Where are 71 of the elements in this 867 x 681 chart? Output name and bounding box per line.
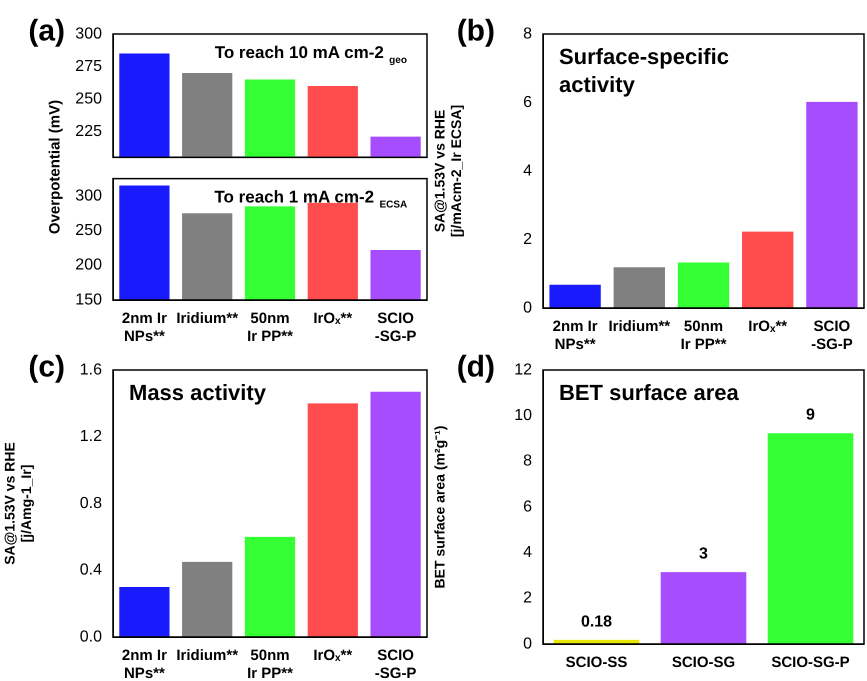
text: (c) — [28, 350, 65, 384]
text: (d) — [456, 350, 495, 384]
x-tick-label: IrOₓ** — [313, 310, 352, 328]
text: (b) — [456, 14, 495, 48]
x-tick-label: SCIO-SG-P — [771, 654, 850, 672]
text: To reach 10 mA cm-2 geo — [214, 43, 407, 66]
y-tick-label: 150 — [75, 291, 102, 308]
data-label: 0.18 — [580, 613, 612, 630]
x-tick-label: SCIO-SS — [566, 654, 628, 672]
y-tick-label: 12 — [514, 361, 532, 378]
y-axis-title: SA@1.53V vs RHE [j/mAcm-2_Ir ECSA] — [431, 104, 464, 238]
y-tick-label: 0.8 — [80, 494, 102, 512]
bar — [182, 562, 232, 637]
y-tick-label: 250 — [75, 222, 102, 240]
x-tick-label: Iridium** — [176, 647, 238, 664]
x-tick-label: IrOₓ** — [748, 318, 788, 336]
bar — [806, 102, 858, 308]
y-tick-label: 1.2 — [80, 428, 102, 446]
x-tick-label: IrOₓ** — [313, 647, 352, 664]
bar — [614, 267, 665, 308]
x-tick-label: SCIO -SG-P — [374, 310, 416, 346]
bar — [549, 284, 601, 308]
x-tick-label: 50nm Ir PP** — [680, 318, 727, 354]
y-tick-label: 275 — [75, 58, 102, 75]
y-tick-label: 8 — [523, 452, 532, 470]
y-tick-label: 8 — [523, 25, 532, 42]
bar — [370, 392, 421, 637]
y-tick-label: 1.6 — [80, 361, 102, 378]
x-tick-label: SCIO -SG-P — [374, 647, 416, 681]
text: Surface-specific activity — [559, 44, 729, 97]
bar — [768, 433, 854, 644]
bar — [119, 586, 170, 637]
y-axis-title: BET surface area (m²g⁻¹) — [431, 426, 448, 588]
y-tick-label: 300 — [75, 187, 102, 204]
x-tick-label: Iridium** — [176, 310, 238, 328]
x-tick-label: 2nm Ir NPs** — [552, 318, 598, 354]
y-tick-label: 2 — [523, 230, 532, 248]
y-tick-label: 4 — [523, 162, 532, 180]
x-tick-label: 2nm Ir NPs** — [122, 310, 168, 346]
y-tick-label: 4 — [523, 544, 532, 562]
text: (a) — [28, 14, 65, 48]
y-tick-label: 225 — [75, 122, 102, 140]
x-tick-label: 2nm Ir NPs** — [122, 647, 168, 681]
x-tick-label: SCIO -SG-P — [811, 318, 853, 354]
y-tick-label: 300 — [75, 25, 102, 42]
data-label: 3 — [699, 545, 708, 562]
y-tick-label: 200 — [75, 256, 102, 274]
bar — [660, 572, 746, 644]
y-tick-label: 250 — [75, 90, 102, 108]
y-axis-title: Overpotential (mV) — [46, 100, 64, 234]
y-tick-label: 6 — [523, 498, 532, 516]
bar — [742, 232, 794, 308]
y-tick-label: 0.0 — [80, 628, 102, 646]
y-tick-label: 0.4 — [80, 562, 102, 579]
bar — [678, 262, 730, 308]
data-label: 9 — [806, 406, 816, 424]
text: BET surface area — [559, 380, 740, 405]
y-axis-title: SA@1.53V vs RHE [j/Amg-1_Ir] — [1, 442, 34, 565]
x-tick-label: 50nm Ir PP** — [247, 647, 294, 681]
text: Mass activity — [129, 380, 267, 405]
text: To reach 1 mA cm-2 ECSA — [214, 188, 408, 211]
bar — [308, 403, 358, 637]
x-tick-label: SCIO-SG — [672, 654, 736, 672]
y-tick-label: 2 — [523, 590, 532, 607]
y-tick-label: 10 — [514, 407, 532, 424]
bar — [244, 536, 296, 637]
y-tick-label: 0 — [523, 299, 532, 316]
x-tick-label: Iridium** — [608, 318, 670, 336]
x-tick-label: 50nm Ir PP** — [247, 310, 294, 346]
y-tick-label: 0 — [523, 635, 532, 652]
y-tick-label: 6 — [523, 94, 532, 111]
